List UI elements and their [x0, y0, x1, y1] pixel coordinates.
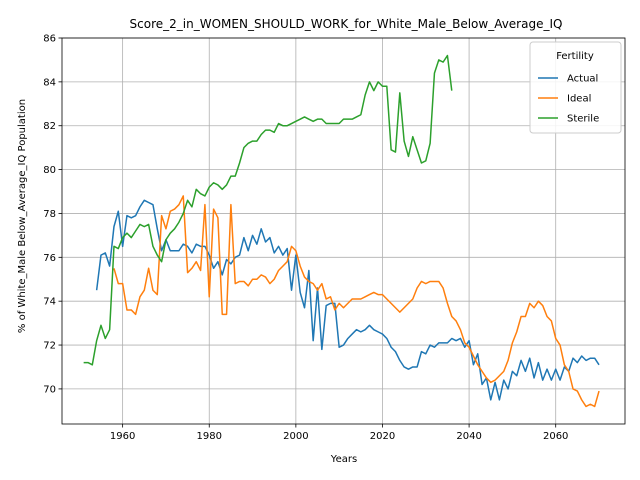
- x-tick-label: 2000: [283, 431, 308, 442]
- y-axis: 70 72 74 76 78 80 82 84 86: [43, 34, 62, 395]
- series-line-actual: [95, 199, 600, 401]
- y-axis-label: % of White_Male Below_Average_IQ Populat…: [17, 99, 28, 333]
- y-tick-label: 74: [43, 297, 56, 308]
- legend-title: Fertility: [556, 51, 594, 62]
- x-axis: 1960 1980 2000 2020 2040 2060: [110, 424, 568, 442]
- x-tick-label: 1980: [197, 431, 222, 442]
- series-layer: [83, 54, 600, 408]
- legend-box: [529, 41, 622, 134]
- y-tick-label: 72: [43, 341, 56, 352]
- legend-label-actual: Actual: [567, 74, 598, 85]
- series-line-ideal: [113, 195, 600, 408]
- y-tick-label: 80: [43, 165, 56, 176]
- chart-title: Score_2_in_WOMEN_SHOULD_WORK_for_White_M…: [130, 17, 563, 31]
- y-tick-label: 76: [43, 253, 56, 264]
- legend: Fertility Actual Ideal Sterile: [529, 41, 622, 134]
- y-tick-label: 86: [43, 34, 56, 45]
- y-tick-label: 84: [43, 77, 56, 88]
- legend-label-sterile: Sterile: [567, 114, 599, 125]
- series-line-sterile: [83, 54, 453, 366]
- y-tick-label: 78: [43, 209, 56, 220]
- y-tick-label: 70: [43, 384, 56, 395]
- x-axis-label: Years: [330, 454, 357, 465]
- legend-label-ideal: Ideal: [567, 94, 591, 105]
- x-tick-label: 2060: [543, 431, 568, 442]
- x-tick-label: 1960: [110, 431, 135, 442]
- plot-frame: [61, 37, 626, 425]
- x-tick-label: 2040: [456, 431, 481, 442]
- x-tick-label: 2020: [370, 431, 395, 442]
- y-tick-label: 82: [43, 121, 56, 132]
